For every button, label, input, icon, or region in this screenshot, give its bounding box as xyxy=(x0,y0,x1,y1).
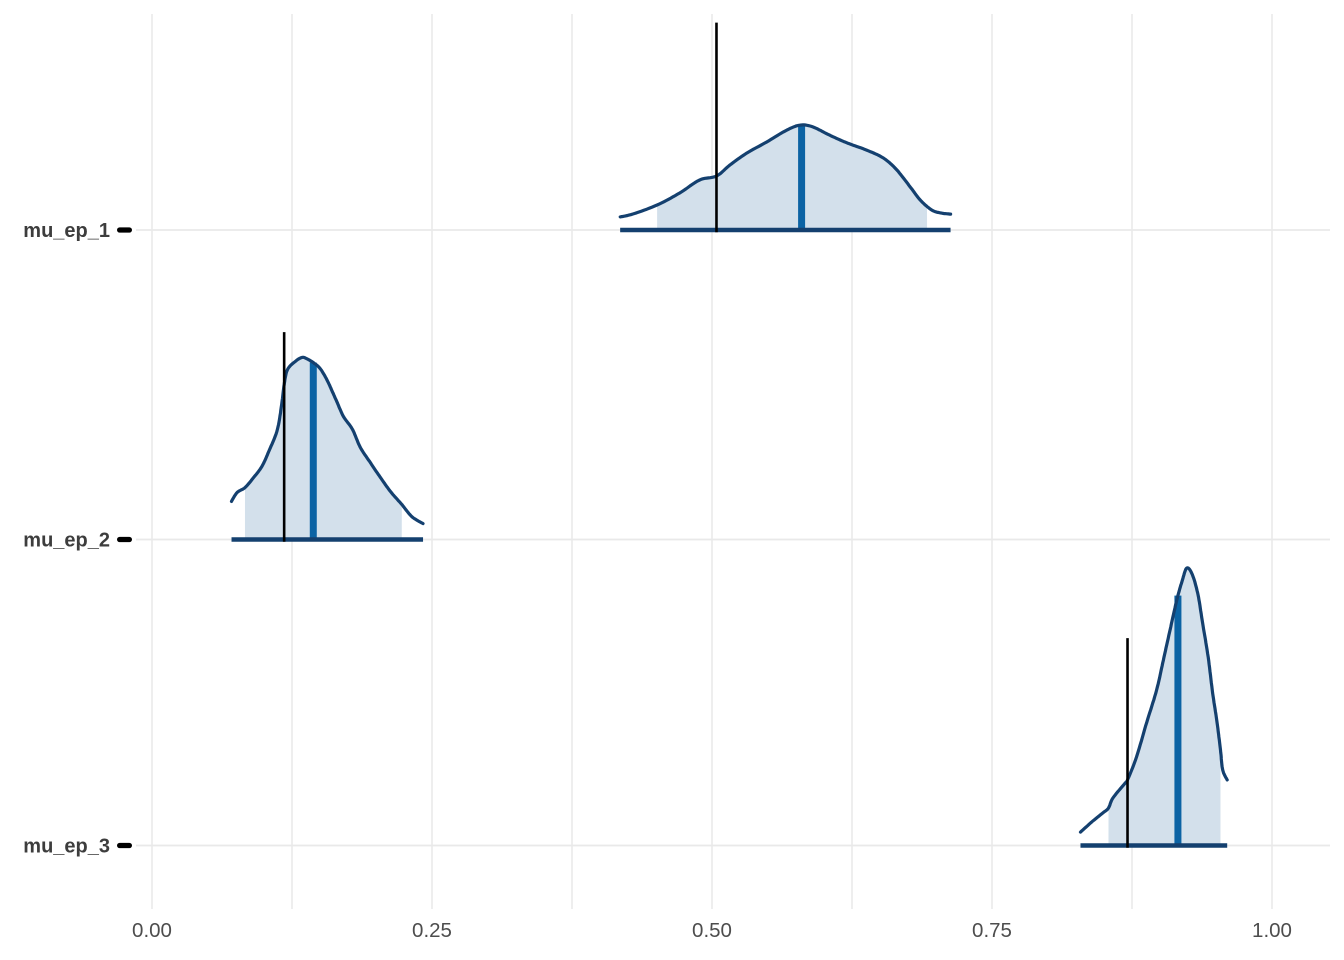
density-row-mu_ep_2: mu_ep_2 xyxy=(23,332,425,552)
x-tick-label: 1.00 xyxy=(1252,919,1292,942)
density-shaded-interval xyxy=(657,124,928,230)
x-tick-label: 0.25 xyxy=(412,919,452,942)
x-tick-label: 0.75 xyxy=(972,919,1012,942)
y-tick-label: mu_ep_3 xyxy=(23,836,110,858)
density-row-mu_ep_1: mu_ep_1 xyxy=(23,22,953,242)
density-outline xyxy=(1078,566,1229,834)
density-shaded-interval xyxy=(1108,567,1221,846)
median-bar xyxy=(798,124,806,230)
median-bar xyxy=(1174,595,1182,846)
y-tick-label: mu_ep_1 xyxy=(23,220,110,242)
y-tick-label: mu_ep_2 xyxy=(23,530,110,552)
x-tick-label: 0.00 xyxy=(132,919,172,942)
y-tick-dash xyxy=(117,227,132,233)
y-tick-dash xyxy=(117,842,132,849)
density-row-mu_ep_3: mu_ep_3 xyxy=(23,566,1229,858)
density-outline xyxy=(229,355,425,526)
y-tick-dash xyxy=(117,536,132,543)
x-axis: 0.00 0.25 0.50 0.75 1.00 xyxy=(132,919,1292,942)
density-outline xyxy=(618,123,953,219)
median-bar xyxy=(309,362,317,540)
x-tick-label: 0.50 xyxy=(692,919,732,942)
